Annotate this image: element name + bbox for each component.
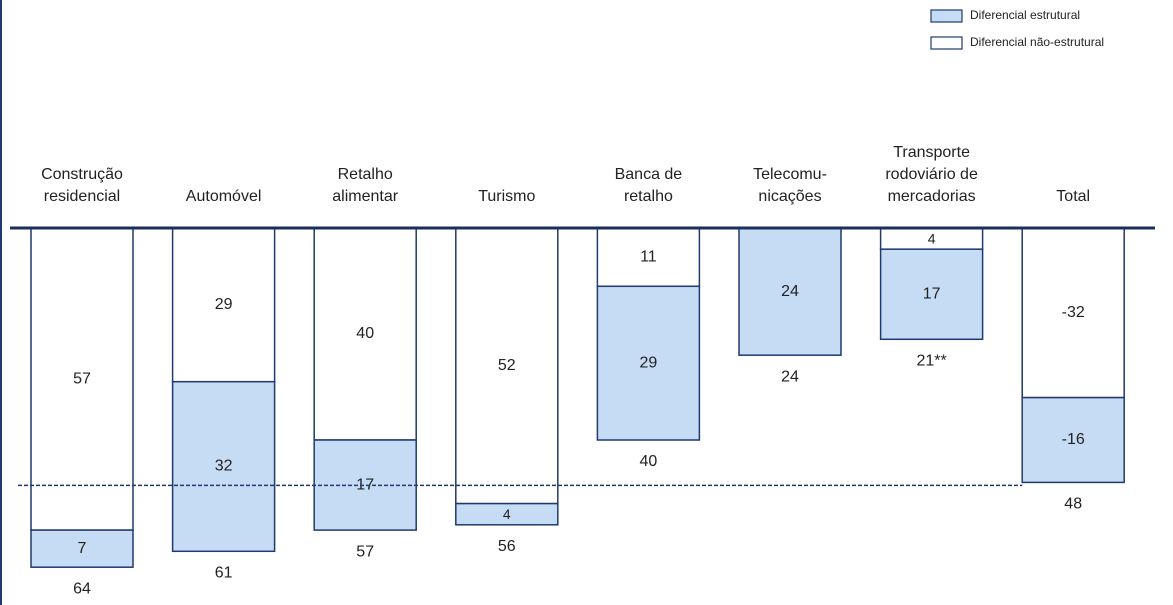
- total-label: 64: [73, 580, 91, 597]
- total-label: 56: [498, 538, 516, 555]
- total-label: 61: [215, 565, 233, 582]
- bar-segment: [596, 227, 701, 288]
- segment-label: -16: [1062, 431, 1085, 448]
- segment-label: 40: [356, 325, 374, 342]
- category-label: Retalho: [338, 166, 393, 183]
- total-label: 40: [640, 453, 658, 470]
- bar-segment: [30, 529, 134, 568]
- category-label: Transporte: [893, 144, 970, 161]
- total-label: 48: [1064, 496, 1082, 513]
- category-label: mercadorias: [888, 188, 976, 205]
- segment-label: 32: [215, 458, 233, 475]
- legend-swatch: [930, 36, 963, 50]
- category-label: Construção: [41, 166, 123, 183]
- bar-segment: [879, 248, 984, 341]
- segment-label: 52: [498, 357, 516, 374]
- segment-label: -32: [1062, 304, 1085, 321]
- category-label: Automóvel: [186, 188, 262, 205]
- segment-label: 57: [73, 370, 91, 387]
- bar-segment: [171, 380, 276, 553]
- category-label: Turismo: [478, 188, 535, 205]
- total-label: 21**: [916, 353, 946, 370]
- segment-label: 29: [215, 296, 233, 313]
- category-label: Telecomu-: [753, 166, 827, 183]
- segment-label: 17: [356, 476, 374, 493]
- bar-segment: [455, 227, 559, 505]
- category-label: residencial: [44, 188, 120, 205]
- bar-segment: [596, 285, 701, 441]
- category-label: Total: [1056, 188, 1090, 205]
- total-label: 57: [356, 543, 374, 560]
- category-label: Banca de: [615, 166, 683, 183]
- category-label: alimentar: [332, 188, 398, 205]
- legend-label: Diferencial não-estrutural: [970, 35, 1104, 49]
- segment-label: 29: [640, 354, 658, 371]
- category-label: rodoviário de: [885, 166, 978, 183]
- segment-label: 4: [928, 230, 936, 246]
- segment-label: 11: [640, 248, 657, 265]
- legend-swatch: [930, 9, 963, 23]
- segment-label: 17: [923, 285, 941, 302]
- segment-label: 24: [781, 283, 799, 300]
- category-label: retalho: [624, 188, 673, 205]
- bar-segment: [1021, 227, 1125, 399]
- bar-segment: [455, 502, 559, 526]
- total-label: 24: [781, 368, 799, 385]
- segment-label: 7: [78, 540, 87, 557]
- category-label: nicações: [758, 188, 821, 205]
- bar-segment: [1021, 396, 1125, 484]
- legend-label: Diferencial estrutural: [970, 8, 1080, 22]
- bar-segment: [313, 227, 417, 441]
- segment-label: 4: [503, 506, 511, 522]
